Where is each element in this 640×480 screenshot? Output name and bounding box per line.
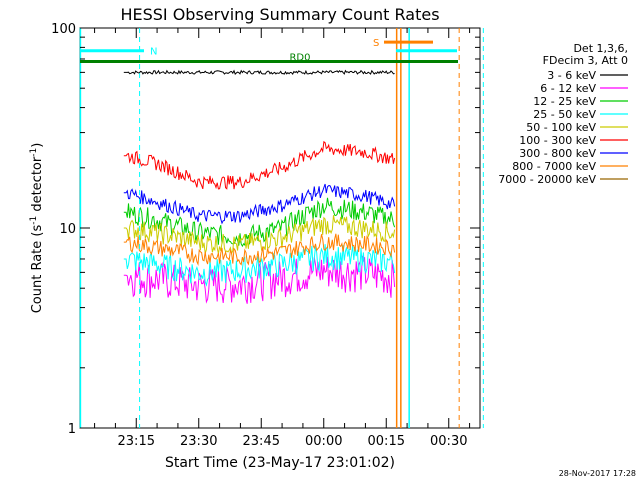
series-layer bbox=[123, 69, 396, 304]
series-line-0 bbox=[123, 69, 395, 76]
legend-label-5: 100 - 300 keV bbox=[519, 134, 596, 147]
series-line-7 bbox=[123, 233, 396, 267]
y-axis-label-end: ) bbox=[30, 143, 45, 148]
y-axis-label-mid: detector bbox=[30, 156, 45, 216]
x-tick-label: 00:15 bbox=[368, 434, 405, 449]
y-axis-label: Count Rate (s-1 detector-1) bbox=[29, 143, 45, 314]
n-flag-label: N bbox=[150, 47, 157, 58]
chart-title: HESSI Observing Summary Count Rates bbox=[120, 5, 439, 24]
legend-label-1: 6 - 12 keV bbox=[540, 82, 596, 95]
legend-label-2: 12 - 25 keV bbox=[533, 95, 596, 108]
series-line-1 bbox=[123, 255, 396, 304]
x-tick-label: 23:30 bbox=[180, 434, 217, 449]
x-tick-label: 23:15 bbox=[118, 434, 155, 449]
s-flag-label: S bbox=[373, 38, 379, 49]
annotation-layer: RD0 N S bbox=[79, 28, 484, 428]
legend-label-6: 300 - 800 keV bbox=[519, 147, 596, 160]
y-axis-label-sup1: -1 bbox=[29, 216, 39, 225]
footer-timestamp: 28-Nov-2017 17:28 bbox=[559, 469, 636, 478]
rd0-flag-label: RD0 bbox=[289, 52, 310, 63]
y-tick-label: 100 bbox=[51, 22, 76, 37]
y-tick-label: 10 bbox=[59, 222, 76, 237]
legend-label-0: 3 - 6 keV bbox=[547, 69, 596, 82]
series-line-4 bbox=[123, 215, 396, 256]
series-line-2 bbox=[123, 197, 396, 248]
legend-header-1: Det 1,3,6, bbox=[573, 42, 628, 55]
axis-layer: 1 10 100 23:15 23:30 23:45 00:00 00:15 00:30 bbox=[51, 22, 480, 449]
series-line-5 bbox=[123, 140, 396, 190]
y-axis-label-main: Count Rate (s bbox=[30, 225, 45, 314]
x-tick-label: 23:45 bbox=[243, 434, 280, 449]
series-line-3 bbox=[123, 244, 396, 287]
x-tick-label: 00:00 bbox=[305, 434, 342, 449]
legend-label-7: 800 - 7000 keV bbox=[512, 160, 596, 173]
y-tick-label: 1 bbox=[68, 422, 76, 437]
legend-label-8: 7000 - 20000 keV bbox=[498, 173, 596, 186]
legend-label-4: 50 - 100 keV bbox=[526, 121, 596, 134]
legend-header-2: FDecim 3, Att 0 bbox=[543, 54, 628, 67]
series-line-6 bbox=[123, 183, 396, 225]
x-axis-label: Start Time (23-May-17 23:01:02) bbox=[165, 455, 395, 471]
x-tick-label: 00:30 bbox=[430, 434, 467, 449]
legend-label-3: 25 - 50 keV bbox=[533, 108, 596, 121]
y-axis-label-sup2: -1 bbox=[29, 148, 39, 157]
